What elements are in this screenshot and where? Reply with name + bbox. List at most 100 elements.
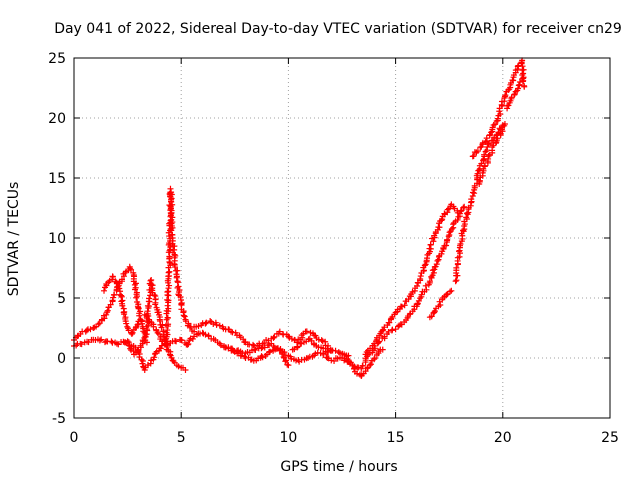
data-point [96,337,103,344]
data-point [132,286,139,293]
data-point [133,294,140,301]
data-point [222,344,229,351]
data-point [109,273,116,280]
data-point [175,283,182,290]
data-point [128,331,135,337]
y-tick-label: 5 [57,291,66,307]
data-point [127,345,134,352]
y-tick-label: 20 [48,111,66,127]
data-point [174,267,181,274]
data-point [261,340,268,347]
data-point [488,129,495,136]
data-point [483,147,490,154]
data-point [303,328,310,335]
data-point [475,167,482,174]
data-point [165,321,172,328]
data-point [415,297,422,304]
data-point [144,308,151,315]
data-point [438,217,445,224]
data-point [418,291,425,298]
data-point [341,357,348,364]
data-point [173,338,180,345]
data-point [381,324,388,331]
data-point [164,289,171,296]
data-point [144,302,151,309]
data-point [240,336,247,343]
data-point [422,282,429,289]
data-point [474,170,481,177]
data-point [255,355,262,362]
data-point [515,82,522,89]
series-track-n-late-tail [504,75,527,112]
data-point [422,261,429,268]
data-point [431,308,438,315]
data-point [167,198,174,205]
data-point [166,268,173,275]
data-point [259,354,266,361]
data-point [325,342,332,349]
data-point [447,288,454,295]
y-tick-label: 15 [48,171,66,187]
grid-lines [74,58,610,418]
x-tick-label: 25 [601,430,619,446]
data-point [155,330,162,337]
data-point [426,278,433,285]
data-point [364,365,371,372]
series-track-m-late-peak [469,57,528,160]
data-point [414,283,421,289]
data-point [483,135,490,142]
data-point [485,153,492,160]
data-point [461,203,468,210]
data-point [463,214,470,221]
data-point [141,367,148,373]
data-point [134,321,141,328]
data-point [78,341,85,348]
data-point [151,354,158,361]
data-point [166,351,173,358]
data-point [453,264,460,271]
data-point [457,240,464,247]
data-point [328,357,335,364]
data-point [358,365,365,372]
data-point [123,320,130,327]
data-point [516,79,523,85]
data-point [216,322,223,329]
series-track-i-evening-rise [341,203,468,372]
data-point [173,274,180,281]
chart-title: Day 041 of 2022, Sidereal Day-to-day VTE… [54,21,622,37]
y-tick-label: 0 [57,351,66,367]
data-point [167,185,174,192]
data-point [386,319,393,326]
data-point [343,353,350,360]
series-track-e-spike-4-5h [141,185,198,348]
data-point [207,318,214,325]
data-point [515,85,522,92]
data-point [141,334,148,341]
data-point [164,314,171,321]
data-point [118,276,125,283]
data-point [147,277,154,284]
series-track-o-late-lower [476,121,508,187]
data-point [87,326,94,333]
data-point [252,347,259,354]
x-tick-label: 0 [70,430,79,446]
data-point [392,326,399,333]
series-track-k-evening-lower [426,287,455,321]
data-point [371,356,378,363]
data-point [217,342,224,349]
data-point [417,295,424,302]
data-point [250,341,257,348]
series-track-l-late-steep [452,122,506,285]
data-point [372,338,379,345]
data-point [420,267,427,274]
data-point [431,309,438,316]
data-point [202,331,209,338]
data-point [385,328,392,335]
data-point [178,337,185,344]
data-point [478,160,485,167]
data-point [452,278,459,285]
data-point [103,311,110,318]
series-track-f-midday [191,318,335,354]
x-tick-label: 10 [279,430,297,446]
data-point [444,206,451,213]
